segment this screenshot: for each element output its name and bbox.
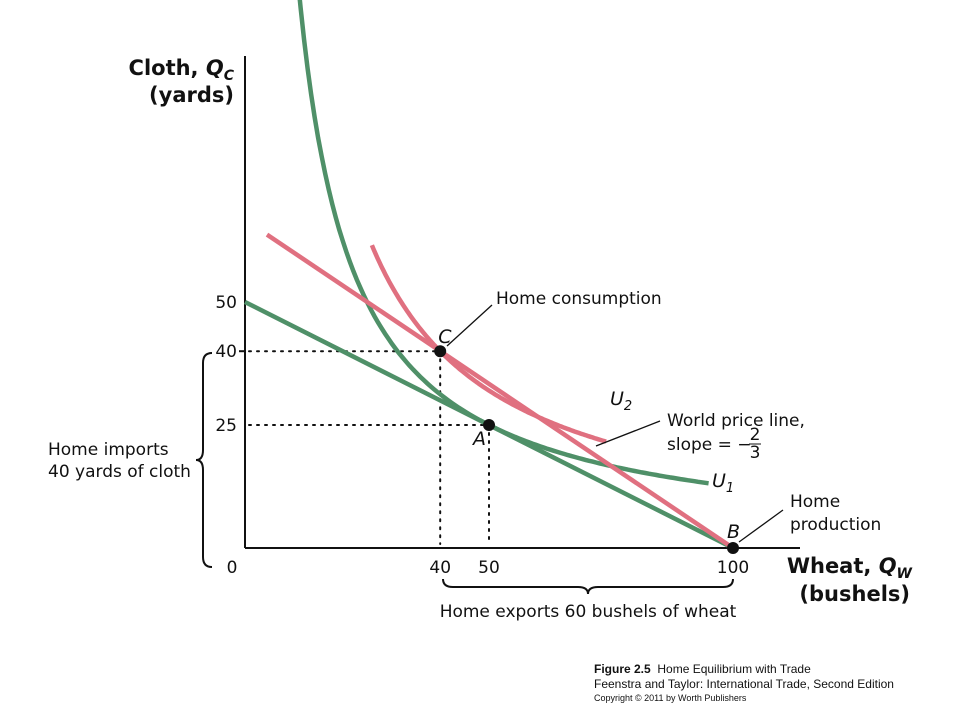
- point-A: [483, 419, 495, 431]
- x-axis-subscript: W: [897, 566, 913, 582]
- y-tick-50: 50: [215, 293, 237, 313]
- y-tick-40: 40: [215, 342, 237, 362]
- indifference-curve-u2: [369, 244, 607, 444]
- x-tick-100: 100: [717, 558, 749, 578]
- x-tick-50: 50: [478, 558, 500, 578]
- figure-title: Home Equilibrium with Trade: [657, 662, 811, 676]
- home-production-label-2: production: [790, 515, 881, 535]
- exports-brace: [442, 578, 734, 595]
- u1-subscript: 1: [726, 481, 734, 496]
- home-production-leader: [738, 509, 784, 543]
- figure-caption: Figure 2.5 Home Equilibrium with Trade F…: [594, 662, 894, 704]
- caption-copyright: Copyright © 2011 by Worth Publishers: [594, 693, 747, 703]
- u1-letter: U: [712, 470, 726, 492]
- point-B: [727, 542, 739, 554]
- x-axis-symbol: Q: [879, 554, 897, 578]
- y-axis-title-text: Cloth,: [129, 56, 206, 80]
- home-consumption-label: Home consumption: [496, 289, 662, 309]
- point-label-A: A: [471, 428, 486, 450]
- y-axis-subscript: C: [224, 68, 235, 84]
- imports-brace: [195, 352, 213, 568]
- y-axis-title: Cloth, QC: [129, 56, 235, 84]
- x-axis-title: Wheat, QW: [787, 554, 913, 582]
- figure-number: Figure 2.5: [594, 662, 651, 676]
- home-production-label-1: Home: [790, 492, 840, 512]
- point-C: [434, 345, 447, 358]
- y-tick-25: 25: [215, 416, 237, 436]
- x-axis-title-text: Wheat,: [787, 554, 879, 578]
- caption-title-line: Figure 2.5 Home Equilibrium with Trade: [594, 662, 894, 677]
- caption-book: Feenstra and Taylor: International Trade…: [594, 677, 894, 691]
- slope-denominator: 3: [750, 443, 761, 463]
- u1-label: U1: [712, 470, 734, 496]
- home-imports-label-2: 40 yards of cloth: [48, 462, 191, 482]
- points-group: A B C: [434, 326, 740, 554]
- world-price-leader: [595, 420, 661, 447]
- home-exports-label: Home exports 60 bushels of wheat: [440, 602, 737, 622]
- dotted-guides: [248, 350, 490, 545]
- u2-subscript: 2: [624, 399, 632, 414]
- y-axis-unit: (yards): [149, 83, 234, 107]
- x-tick-40: 40: [429, 558, 451, 578]
- world-price-label: World price line,: [667, 411, 805, 431]
- point-label-C: C: [438, 326, 452, 348]
- home-imports-label-1: Home imports: [48, 440, 169, 460]
- world-price-line: [265, 232, 735, 550]
- home-consumption-leader: [446, 304, 493, 347]
- tick-labels: 0 40 50 100 25 40 50: [215, 293, 749, 578]
- slope-label: slope = −: [667, 435, 752, 455]
- y-axis-symbol: Q: [206, 56, 224, 80]
- u2-letter: U: [610, 388, 624, 410]
- u2-label: U2: [610, 388, 632, 414]
- slope-numerator: 2: [750, 425, 761, 445]
- indifference-curve-u1: [297, 0, 709, 486]
- x-axis-unit: (bushels): [799, 582, 910, 606]
- x-tick-0: 0: [227, 558, 238, 578]
- point-label-B: B: [727, 521, 740, 543]
